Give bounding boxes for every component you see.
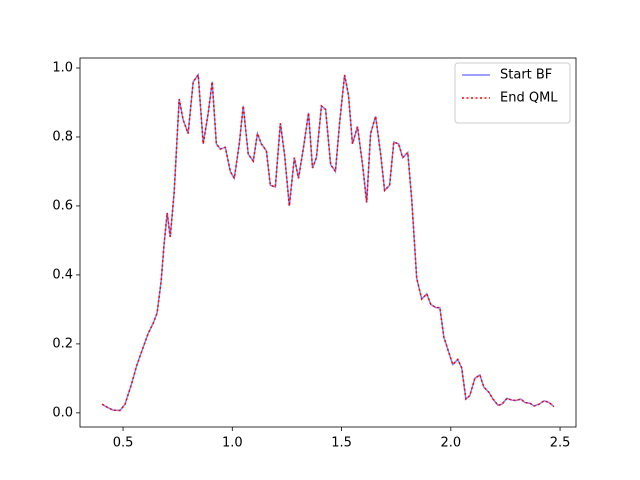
x-tick-label: 2.0	[440, 436, 461, 451]
x-tick-label: 1.0	[222, 436, 243, 451]
x-tick-label: 2.5	[550, 436, 571, 451]
y-tick-label: 0.8	[52, 129, 73, 144]
legend-box	[454, 62, 571, 124]
x-tick-label: 1.5	[331, 436, 352, 451]
y-tick-label: 0.6	[52, 198, 73, 213]
plot-frame	[79, 57, 577, 428]
legend-label: End QML	[500, 91, 558, 106]
x-tick-label: 0.5	[113, 436, 134, 451]
y-tick-label: 0.2	[52, 336, 73, 351]
y-tick-label: 0.0	[52, 405, 73, 420]
series-line	[101, 72, 555, 412]
legend-label: Start BF	[500, 68, 552, 83]
y-tick-label: 1.0	[52, 61, 73, 76]
y-tick-label: 0.4	[52, 267, 73, 282]
